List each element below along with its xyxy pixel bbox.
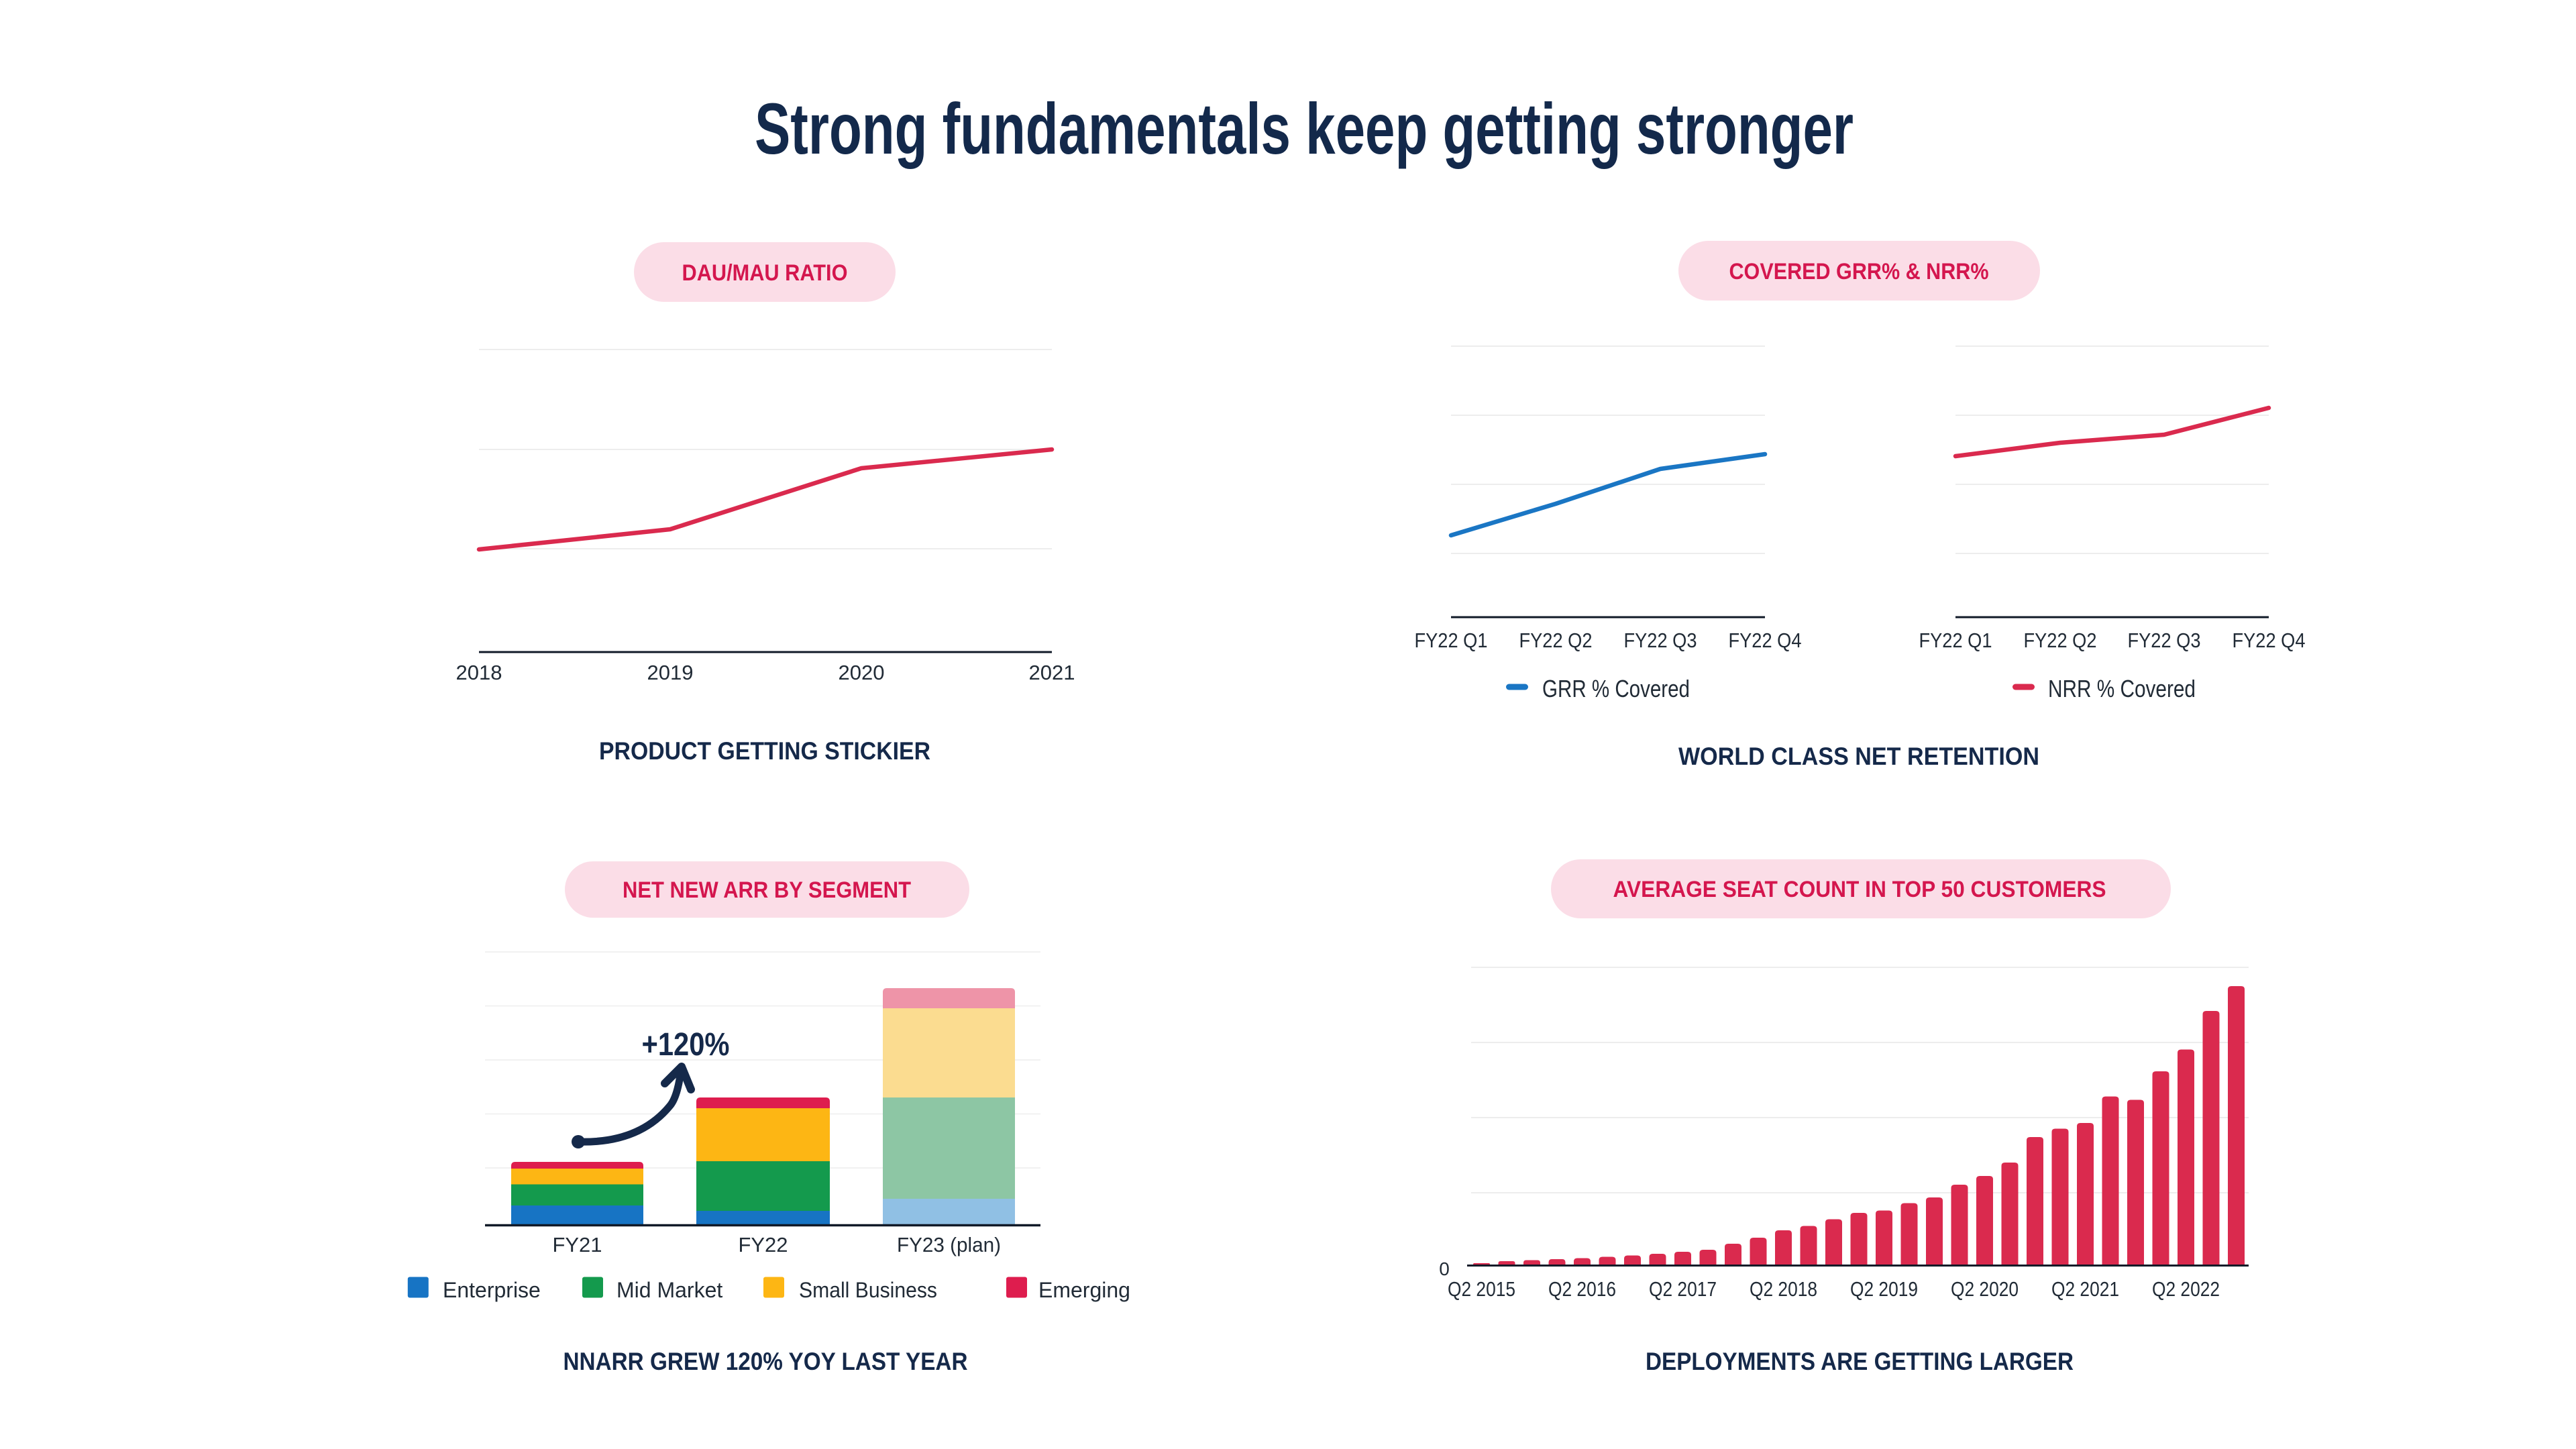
svg-text:FY22 Q3: FY22 Q3: [1624, 629, 1697, 652]
svg-text:COVERED GRR% & NRR%: COVERED GRR% & NRR%: [1729, 259, 1989, 284]
svg-text:2018: 2018: [456, 661, 502, 684]
svg-text:FY22 Q3: FY22 Q3: [2128, 629, 2201, 652]
svg-text:FY22: FY22: [738, 1233, 788, 1256]
svg-text:2021: 2021: [1029, 661, 1075, 684]
svg-text:WORLD CLASS NET RETENTION: WORLD CLASS NET RETENTION: [1678, 743, 2039, 770]
svg-text:DAU/MAU RATIO: DAU/MAU RATIO: [682, 260, 848, 286]
svg-text:FY22 Q2: FY22 Q2: [1519, 629, 1593, 652]
svg-text:Small Business: Small Business: [799, 1278, 937, 1302]
svg-text:Emerging: Emerging: [1038, 1278, 1130, 1302]
svg-text:2019: 2019: [647, 661, 694, 684]
svg-text:Q2 2021: Q2 2021: [2051, 1277, 2119, 1301]
svg-text:Q2 2017: Q2 2017: [1649, 1277, 1717, 1301]
svg-text:GRR % Covered: GRR % Covered: [1542, 675, 1690, 702]
svg-text:FY22 Q2: FY22 Q2: [2024, 629, 2097, 652]
svg-text:FY23 (plan): FY23 (plan): [897, 1233, 1001, 1256]
svg-text:FY22 Q1: FY22 Q1: [1415, 629, 1488, 652]
svg-text:0: 0: [1439, 1258, 1450, 1279]
svg-text:Q2 2022: Q2 2022: [2152, 1277, 2220, 1301]
svg-text:AVERAGE SEAT COUNT IN TOP 50: AVERAGE SEAT COUNT IN TOP 50 CUSTOMERS: [1613, 877, 2106, 902]
svg-text:Enterprise: Enterprise: [443, 1278, 541, 1302]
svg-text:Q2 2016: Q2 2016: [1548, 1277, 1616, 1301]
svg-text:NNARR GREW 120% YOY LAST YEAR: NNARR GREW 120% YOY LAST YEAR: [564, 1348, 968, 1375]
svg-text:DEPLOYMENTS ARE GETTING LARGER: DEPLOYMENTS ARE GETTING LARGER: [1646, 1348, 2074, 1375]
svg-text:NRR % Covered: NRR % Covered: [2048, 675, 2196, 702]
svg-text:Q2 2018: Q2 2018: [1750, 1277, 1817, 1301]
svg-text:FY21: FY21: [552, 1233, 602, 1256]
svg-text:Q2 2020: Q2 2020: [1951, 1277, 2019, 1301]
svg-text:PRODUCT GETTING STICKIER: PRODUCT GETTING STICKIER: [599, 737, 930, 765]
svg-text:NET NEW ARR BY SEGMENT: NET NEW ARR BY SEGMENT: [623, 877, 911, 903]
svg-text:Mid Market: Mid Market: [616, 1278, 722, 1302]
svg-text:Q2 2015: Q2 2015: [1448, 1277, 1515, 1301]
svg-text:Q2 2019: Q2 2019: [1850, 1277, 1918, 1301]
svg-text:2020: 2020: [839, 661, 885, 684]
svg-text:FY22 Q1: FY22 Q1: [1919, 629, 1992, 652]
svg-text:FY22 Q4: FY22 Q4: [1729, 629, 1802, 652]
svg-text:+120%: +120%: [642, 1027, 730, 1063]
svg-text:Strong fundamentals keep getti: Strong fundamentals keep getting stronge…: [755, 88, 1854, 169]
svg-text:FY22 Q4: FY22 Q4: [2233, 629, 2306, 652]
